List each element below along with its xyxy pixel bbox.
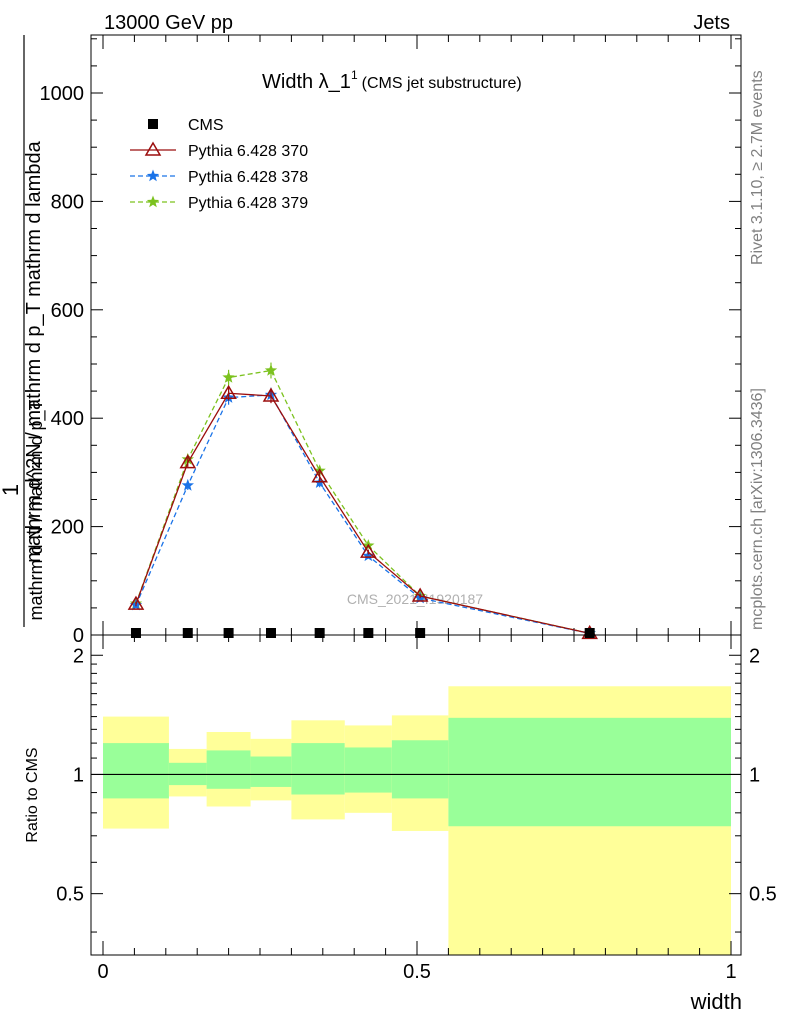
main-ytick-label: 0 [73, 625, 84, 647]
ratio-band-inner [344, 747, 392, 793]
ratio-bands [91, 686, 741, 955]
series-point [411, 587, 429, 602]
series-point [363, 628, 374, 638]
series-point [179, 454, 197, 469]
ratio-band-inner [103, 743, 169, 799]
legend-marker [146, 169, 160, 182]
series-line [135, 394, 590, 635]
series-point [311, 468, 328, 483]
ratio-ytick-label: 1 [73, 764, 84, 786]
legend-label: CMS [188, 117, 224, 134]
series-line [135, 369, 590, 635]
main-ytick-label: 400 [51, 408, 84, 430]
legend-marker [148, 119, 158, 129]
ratio-band-inner [291, 743, 345, 795]
legend-marker [144, 141, 162, 156]
ratio-ytick-label-right: 2 [749, 645, 760, 667]
ratio-band-inner [206, 750, 251, 789]
main-ytick-label: 1000 [40, 83, 85, 105]
series-point [362, 549, 375, 562]
ratio-band-inner [391, 740, 449, 799]
series-point [415, 628, 426, 638]
series-point [314, 628, 325, 638]
series-line [135, 392, 590, 635]
ratio-band-inner [250, 756, 292, 787]
ratio-panel: 0.5 0.5 1 1 2 2 0 0.5 1 Ratio to CMS width [24, 634, 777, 1014]
chart-title: Width λ_11 (CMS jet substructure) [262, 68, 522, 93]
main-ytick-label: 800 [51, 191, 84, 213]
chart-title-note: (CMS jet substructure) [362, 75, 522, 92]
series-point [264, 364, 278, 376]
ylabel-denominator: mathrm d N / mathrm d p_T [26, 399, 47, 620]
main-frame [90, 34, 742, 636]
series-point [360, 543, 377, 558]
legend-label: Pythia 6.428 370 [188, 143, 308, 160]
series-point [222, 371, 235, 383]
series-point [181, 478, 194, 491]
ratio-ytick-label-right: 1 [749, 764, 760, 786]
legend-label: Pythia 6.428 378 [188, 169, 308, 186]
series-point [220, 384, 237, 400]
chart-title-sup: 1 [351, 68, 358, 82]
series-point [130, 628, 141, 638]
chart-title-main: Width λ_1 [262, 71, 351, 93]
ylabel-full: mathrm d^2N / mathrm d p_T mathrm d lamb… [23, 140, 45, 562]
legend: CMS Pythia 6.428 370 Pythia 6.428 378 Pythi… [130, 117, 308, 212]
xtick-label: 0 [97, 961, 108, 983]
series-point [265, 628, 276, 638]
ratio-ytick-label: 0.5 [56, 884, 84, 906]
xtick-label: 1 [725, 961, 736, 983]
ratio-axis-ticks: 0.5 0.5 1 1 2 2 0 0.5 1 [56, 635, 777, 983]
series-point [262, 387, 280, 402]
legend-marker [146, 195, 160, 208]
series-point [584, 628, 595, 638]
xtick-label: 0.5 [403, 961, 431, 983]
energy-label: 13000 GeV pp [104, 12, 233, 34]
series-point [223, 628, 234, 638]
xlabel: width [690, 989, 742, 1014]
main-axis-ticks: 0 200 400 600 800 1000 [40, 35, 741, 647]
category-label: Jets [693, 12, 730, 34]
series-point [127, 595, 145, 610]
ratio-ylabel: Ratio to CMS [24, 747, 41, 842]
ratio-ytick-label: 2 [73, 645, 84, 667]
series-point [182, 628, 193, 638]
legend-label: Pythia 6.428 379 [188, 195, 308, 212]
ratio-ytick-label-right: 0.5 [749, 884, 777, 906]
ratio-band-inner [448, 717, 731, 827]
rivet-label: Rivet 3.1.10, ≥ 2.7M events [749, 70, 766, 265]
ylabel-numerator: 1 [0, 484, 23, 496]
mcplots-label: mcplots.cern.ch [arXiv:1306.3436] [749, 388, 766, 630]
ratio-frame [90, 634, 742, 956]
main-ytick-label: 600 [51, 300, 84, 322]
main-series [127, 362, 599, 640]
main-ytick-label: 200 [51, 517, 84, 539]
